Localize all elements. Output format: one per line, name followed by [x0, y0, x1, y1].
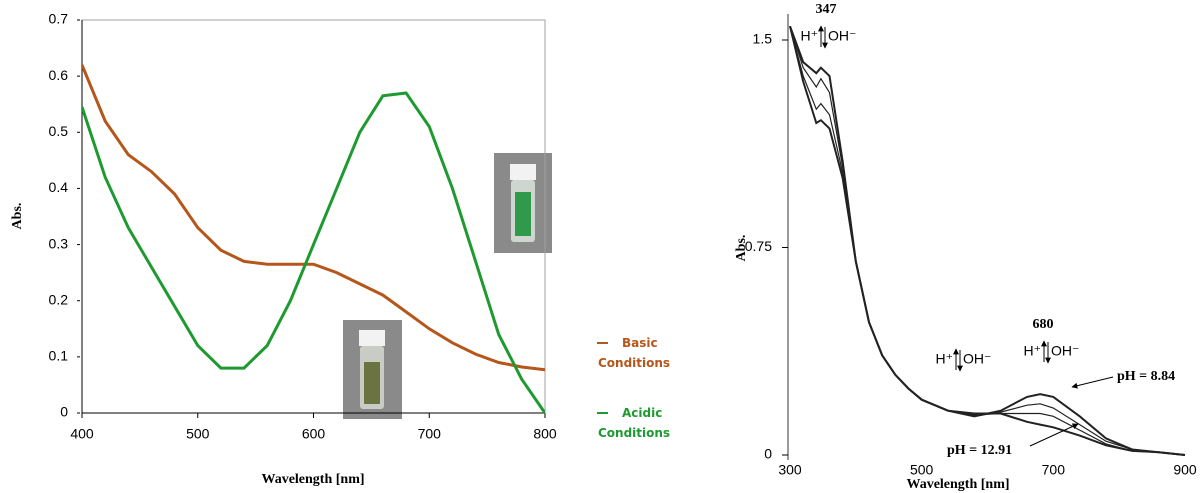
annotation: 680 [1033, 317, 1054, 332]
data-line [789, 25, 1186, 456]
y-tick-label: 1.5 [753, 31, 773, 47]
y-axis-title: Abs. [734, 235, 749, 262]
x-tick-label: 900 [1173, 462, 1197, 478]
x-tick-label: 800 [533, 426, 557, 442]
pointer-arrow [1029, 423, 1079, 447]
y-tick-label: 0 [764, 446, 772, 462]
annotation: pH = 8.84 [1117, 369, 1175, 384]
y-tick-label: 0.2 [49, 291, 69, 307]
x-axis-title: Wavelength [nm] [906, 477, 1009, 492]
y-axis-title: Abs. [10, 203, 25, 230]
annotation: pH = 12.91 [947, 443, 1012, 458]
y-tick-label: 0.3 [49, 235, 69, 251]
legend-label: Basic Conditions [598, 336, 671, 370]
y-tick-label: 0.5 [49, 123, 69, 139]
y-tick-label: 0.6 [49, 67, 69, 83]
x-tick-label: 300 [778, 462, 802, 478]
ion-label: H⁺ [801, 28, 819, 44]
data-line [82, 64, 545, 372]
y-tick-label: 0 [60, 404, 68, 420]
ion-label: OH⁻ [1051, 343, 1079, 359]
x-tick-label: 700 [418, 426, 442, 442]
x-tick-label: 600 [302, 426, 326, 442]
x-tick-label: 500 [910, 462, 934, 478]
annotation: 347 [816, 2, 837, 17]
data-line [789, 26, 1186, 456]
x-tick-label: 700 [1042, 462, 1066, 478]
y-tick-label: 0.75 [745, 238, 772, 254]
y-tick-label: 0.1 [49, 348, 69, 364]
data-line [789, 25, 1186, 456]
ion-label: H⁺ [1024, 343, 1042, 359]
ion-label: H⁺ [936, 351, 954, 367]
ion-label: OH⁻ [828, 28, 856, 44]
legend-label: Acidic Conditions [598, 406, 671, 440]
ion-label: OH⁻ [963, 351, 991, 367]
vial-photo [494, 153, 552, 253]
x-tick-label: 500 [186, 426, 210, 442]
y-tick-label: 0.4 [49, 179, 69, 195]
data-line [789, 26, 1186, 456]
pointer-arrow [1071, 376, 1114, 389]
x-axis-title: Wavelength [nm] [261, 472, 364, 487]
x-tick-label: 400 [70, 426, 94, 442]
data-line [82, 91, 545, 414]
vial-photo [343, 320, 402, 419]
y-tick-label: 0.7 [49, 11, 69, 27]
